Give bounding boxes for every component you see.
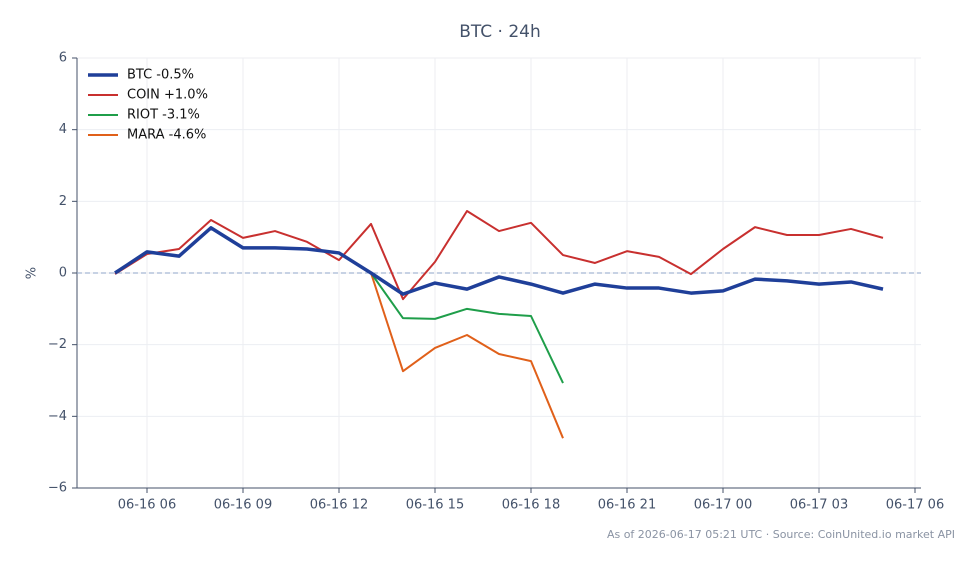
y-tick-label: −6 (48, 481, 67, 496)
line-series (370, 272, 564, 384)
x-tick-label: 06-17 06 (886, 498, 944, 513)
legend-label: RIOT -3.1% (127, 108, 200, 123)
x-tick-label: 06-16 12 (310, 498, 368, 513)
line-series (114, 226, 884, 296)
x-tick-label: 06-16 21 (598, 498, 656, 513)
x-tick-label: 06-16 18 (502, 498, 560, 513)
legend-label: COIN +1.0% (127, 88, 208, 103)
y-tick-label: 6 (59, 51, 67, 66)
legend-label: MARA -4.6% (127, 128, 206, 143)
chart-title: BTC · 24h (459, 22, 541, 42)
x-tick-label: 06-16 09 (214, 498, 272, 513)
line-series (114, 210, 884, 301)
x-tick-label: 06-16 15 (406, 498, 464, 513)
x-tick-label: 06-16 06 (118, 498, 176, 513)
y-tick-label: −4 (48, 409, 67, 424)
y-tick-label: 0 (59, 266, 67, 281)
footnote: As of 2026-06-17 05:21 UTC · Source: Coi… (607, 528, 955, 541)
legend-label: BTC -0.5% (127, 68, 194, 83)
x-tick-label: 06-17 00 (694, 498, 752, 513)
y-tick-label: 2 (59, 194, 67, 209)
line-series (370, 272, 564, 439)
y-axis-label: % (25, 267, 40, 279)
y-tick-label: 4 (59, 122, 67, 137)
x-tick-label: 06-17 03 (790, 498, 848, 513)
y-tick-label: −2 (48, 337, 67, 352)
